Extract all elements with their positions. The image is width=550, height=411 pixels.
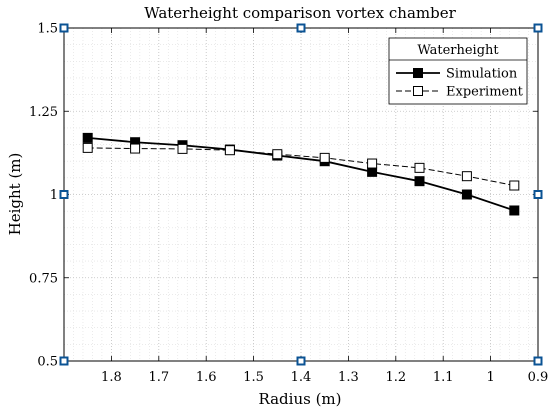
series-line-experiment bbox=[87, 147, 515, 186]
selection-handle bbox=[533, 356, 543, 366]
data-point-experiment bbox=[319, 152, 330, 163]
selection-handles bbox=[59, 23, 543, 366]
y-axis-label: Height (m) bbox=[6, 153, 24, 236]
data-point-experiment bbox=[177, 143, 188, 154]
series-line-simulation bbox=[87, 136, 515, 212]
x-tick-label: 1 bbox=[486, 370, 494, 385]
grid bbox=[64, 28, 538, 361]
selection-handle bbox=[296, 356, 306, 366]
x-tick-label: 0.9 bbox=[528, 370, 549, 385]
data-point-experiment bbox=[272, 149, 283, 160]
data-point-experiment bbox=[414, 162, 425, 173]
y-tick-label: 1.5 bbox=[37, 22, 58, 37]
data-point-experiment bbox=[509, 180, 520, 191]
chart-title: Waterheight comparison vortex chamber bbox=[144, 4, 456, 22]
x-axis-label: Radius (m) bbox=[258, 390, 341, 408]
data-point-simulation bbox=[509, 205, 520, 216]
data-point-simulation bbox=[461, 189, 472, 200]
legend-title: Waterheight bbox=[417, 43, 499, 58]
selection-handle bbox=[59, 190, 69, 199]
legend-label-simulation: Simulation bbox=[446, 67, 518, 82]
data-point-simulation bbox=[367, 166, 378, 177]
selection-handle bbox=[59, 23, 69, 33]
legend-marker-simulation bbox=[413, 68, 423, 78]
legend-entries: Simulation Experiment bbox=[396, 67, 524, 100]
x-tick-label: 1.5 bbox=[243, 370, 264, 385]
y-tick-label: 0.5 bbox=[37, 355, 58, 370]
x-tick-label: 1.2 bbox=[385, 370, 406, 385]
x-tick-label: 1.6 bbox=[196, 370, 217, 385]
legend-label-experiment: Experiment bbox=[446, 85, 524, 100]
selection-handle bbox=[59, 356, 69, 366]
x-tick-label: 1.1 bbox=[433, 370, 454, 385]
selection-handle bbox=[296, 23, 306, 33]
data-point-experiment bbox=[82, 142, 93, 153]
data-point-simulation bbox=[414, 176, 425, 187]
legend-marker-experiment bbox=[413, 86, 423, 96]
x-tick-label: 1.7 bbox=[148, 370, 169, 385]
series-layer bbox=[82, 132, 520, 216]
data-point-experiment bbox=[461, 171, 472, 182]
data-point-experiment bbox=[224, 145, 235, 156]
selection-handle bbox=[533, 23, 543, 33]
data-point-simulation bbox=[82, 132, 93, 143]
y-tick-label: 1 bbox=[50, 188, 58, 203]
selection-handle bbox=[533, 190, 543, 199]
legend: Waterheight Simulation Experiment bbox=[388, 37, 528, 105]
data-point-experiment bbox=[130, 143, 141, 154]
x-tick-label: 1.8 bbox=[101, 370, 122, 385]
x-tick-label: 1.4 bbox=[291, 370, 312, 385]
y-tick-label: 1.25 bbox=[29, 105, 58, 120]
legend-box bbox=[388, 37, 528, 105]
x-tick-label: 1.3 bbox=[338, 370, 359, 385]
axis-ticks: 1.8 1.7 1.6 1.5 1.4 1.3 1.2 1.1 1 0.9 0.5 0.75 1 1.25… bbox=[29, 22, 548, 386]
y-tick-label: 0.75 bbox=[29, 271, 58, 286]
data-point-experiment bbox=[367, 158, 378, 169]
